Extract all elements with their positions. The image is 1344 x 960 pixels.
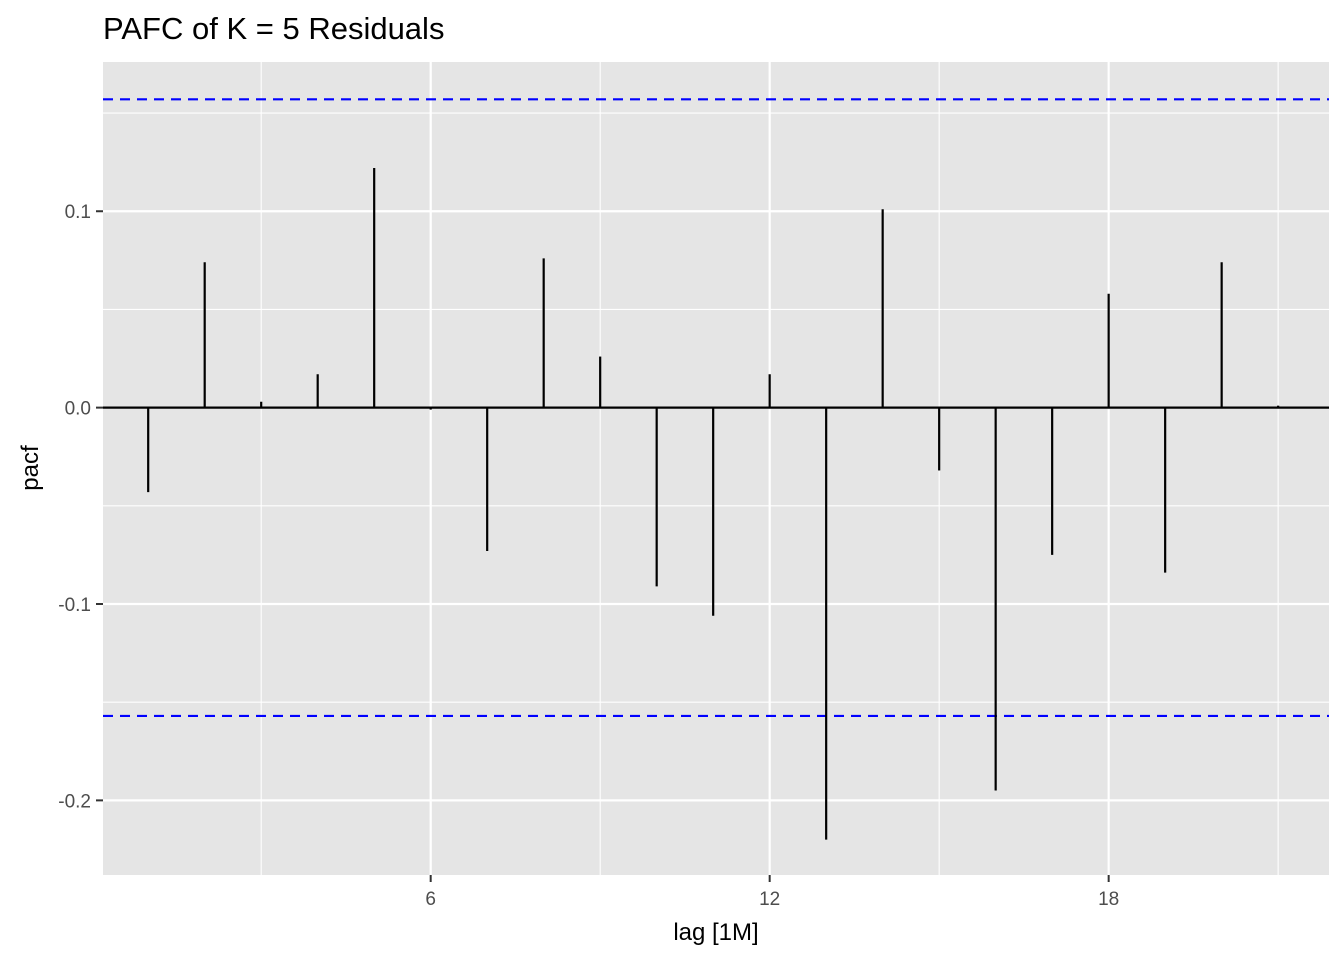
y-tick-label-3: 0.1 [65,202,91,223]
minor-gridlines [103,62,1329,875]
x-axis-title: lag [1M] [673,919,758,946]
x-tick-label-0: 6 [425,889,436,910]
x-axis-ticks: 6 12 18 [425,875,1119,910]
y-tick-label-0: -0.2 [58,791,91,812]
confidence-bounds [103,98,1329,718]
y-tick-label-1: -0.1 [58,595,91,616]
plot-panel [103,62,1329,875]
y-axis-title: pacf [17,445,44,491]
x-tick-label-2: 18 [1098,889,1119,910]
pacf-bars [147,168,1280,840]
x-tick-label-1: 12 [759,889,780,910]
chart-title: PAFC of K = 5 Residuals [103,11,444,46]
y-axis-ticks: -0.2 -0.1 0.0 0.1 [58,202,103,812]
y-tick-label-2: 0.0 [65,399,91,420]
